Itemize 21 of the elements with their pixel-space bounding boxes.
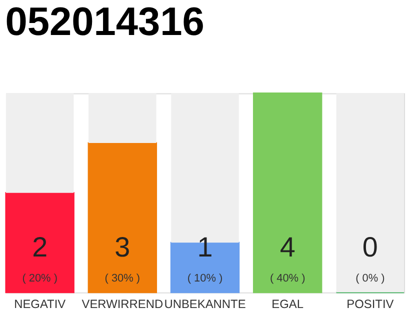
bar <box>6 93 74 193</box>
annotation: ( 30% ) <box>104 272 140 284</box>
bar <box>88 142 158 294</box>
data-label: 4 <box>280 232 296 263</box>
chart-title: 052014316 <box>5 0 204 44</box>
x-tick-label: VERWIRREND <box>82 296 164 311</box>
data-label: 0 <box>362 232 378 263</box>
bar <box>252 92 322 294</box>
bar <box>336 93 404 292</box>
x-tick-label: UNBEKANNTE <box>164 296 246 311</box>
x-tick-label: NEGATIV <box>14 296 66 311</box>
x-tick-label: EGAL <box>272 296 304 311</box>
data-label: 2 <box>32 232 48 263</box>
annotation: ( 20% ) <box>22 272 58 284</box>
bar <box>5 192 74 294</box>
annotation: ( 40% ) <box>270 272 306 284</box>
x-tick-label: POSITIV <box>346 296 394 311</box>
annotation: ( 0% ) <box>356 272 385 284</box>
data-label: 3 <box>114 232 130 263</box>
annotation: ( 10% ) <box>187 272 223 284</box>
bar <box>88 93 156 144</box>
